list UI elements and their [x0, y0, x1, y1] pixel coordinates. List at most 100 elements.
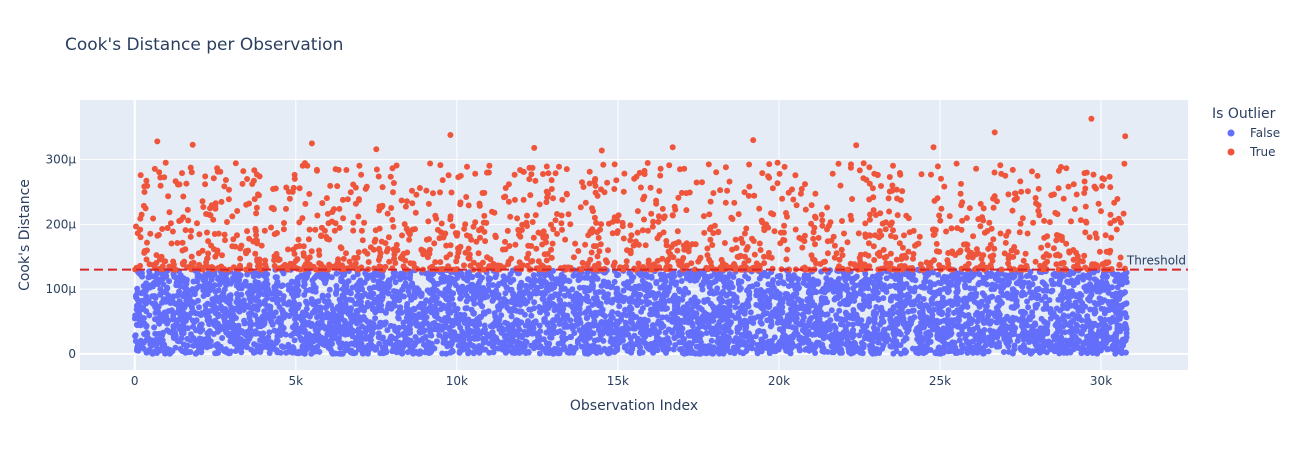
point-false	[659, 314, 666, 321]
point-false	[248, 310, 255, 316]
point-false	[141, 331, 148, 337]
point-false	[359, 286, 366, 293]
point-false	[639, 349, 646, 356]
point-false	[536, 350, 543, 357]
point-false	[1058, 339, 1065, 346]
point-false	[684, 301, 691, 308]
point-false	[392, 335, 399, 342]
point-false	[162, 349, 169, 356]
point-false	[609, 283, 616, 290]
point-false	[703, 330, 710, 336]
point-false	[790, 272, 797, 279]
point-false	[185, 300, 192, 307]
point-false	[314, 343, 321, 350]
point-false	[970, 344, 977, 351]
point-false	[471, 284, 478, 291]
point-false	[234, 291, 240, 297]
point-false	[495, 345, 502, 352]
point-false	[161, 341, 168, 348]
point-false	[342, 296, 349, 303]
point-false	[775, 280, 782, 286]
point-false	[911, 314, 918, 321]
point-false	[420, 321, 427, 328]
point-false	[397, 349, 404, 356]
point-false	[730, 291, 737, 298]
point-false	[1123, 300, 1129, 307]
point-false	[1024, 322, 1031, 329]
point-false	[1008, 272, 1015, 279]
point-false	[565, 288, 572, 295]
point-false	[270, 311, 277, 318]
point-false	[304, 337, 311, 343]
point-false	[1116, 322, 1123, 329]
point-false	[556, 291, 563, 297]
point-false	[1063, 342, 1070, 349]
point-false	[489, 343, 496, 350]
point-false	[834, 315, 840, 322]
point-false	[748, 345, 755, 352]
point-false	[762, 333, 769, 340]
point-false	[337, 344, 344, 351]
point-false	[759, 337, 766, 344]
point-false	[997, 297, 1004, 304]
point-false	[956, 337, 963, 344]
point-false	[988, 318, 995, 325]
point-false	[655, 318, 662, 325]
point-false	[408, 321, 415, 327]
point-false	[152, 300, 159, 307]
point-false	[205, 309, 212, 316]
point-false	[301, 271, 308, 278]
point-false	[180, 330, 187, 337]
point-false	[286, 313, 293, 319]
point-false	[1068, 288, 1075, 295]
point-false	[386, 304, 393, 311]
point-false	[628, 349, 635, 356]
point-false	[227, 292, 234, 299]
point-false	[808, 346, 815, 353]
point-false	[605, 323, 612, 330]
point-false	[611, 278, 618, 285]
point-false	[326, 319, 333, 326]
point-false	[308, 296, 315, 303]
point-false	[1018, 274, 1024, 281]
point-false	[806, 318, 813, 325]
point-false	[815, 305, 822, 312]
point-false	[486, 349, 493, 356]
point-false	[916, 348, 923, 355]
point-false	[175, 338, 182, 345]
point-false	[609, 309, 616, 316]
point-false	[1118, 304, 1125, 311]
point-false	[557, 317, 564, 324]
point-false	[481, 310, 488, 317]
point-false	[865, 285, 872, 292]
point-false	[904, 329, 911, 336]
point-false	[987, 272, 994, 279]
point-false	[240, 305, 247, 312]
point-false	[979, 334, 986, 341]
point-false	[1100, 282, 1107, 289]
point-false	[501, 281, 508, 287]
point-false	[1112, 350, 1119, 357]
point-false	[943, 279, 950, 285]
point-false	[1011, 346, 1018, 353]
point-false	[375, 280, 382, 287]
point-false	[134, 289, 141, 296]
point-false	[384, 327, 391, 334]
point-false	[584, 314, 591, 321]
point-false	[465, 316, 472, 323]
point-false	[372, 346, 379, 352]
point-false	[693, 298, 700, 305]
point-false	[1116, 339, 1123, 346]
point-false	[1011, 328, 1017, 335]
point-false	[874, 272, 881, 279]
point-false	[1005, 348, 1012, 355]
point-false	[276, 290, 283, 297]
point-false	[794, 331, 801, 338]
point-false	[981, 280, 988, 287]
point-false	[516, 308, 523, 315]
point-false	[285, 348, 292, 355]
point-false	[383, 349, 390, 356]
point-false	[378, 307, 385, 314]
point-false	[797, 298, 804, 305]
point-false	[844, 272, 851, 279]
